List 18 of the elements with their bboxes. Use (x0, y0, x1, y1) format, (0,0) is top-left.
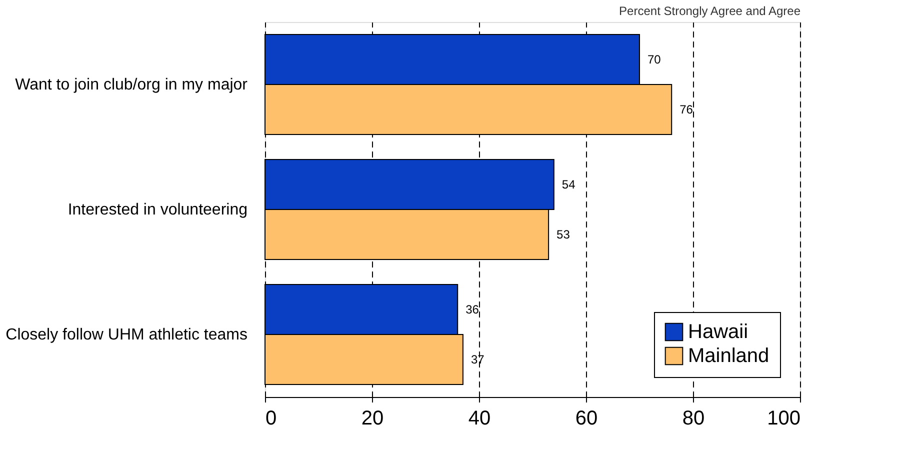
chart-title: Percent Strongly Agree and Agree (619, 4, 801, 18)
x-tick-label: 100 (767, 408, 800, 430)
legend-label: Mainland (688, 345, 770, 367)
legend-label: Hawaii (688, 321, 748, 343)
y-tick-label: Want to join club/org in my major (15, 76, 248, 94)
x-tick-label: 80 (682, 408, 705, 430)
x-tick-label: 0 (266, 408, 277, 430)
data-label: 70 (648, 52, 662, 66)
data-label: 53 (556, 228, 570, 242)
x-tick-label: 60 (575, 408, 598, 430)
y-tick-label: Closely follow UHM athletic teams (6, 326, 248, 344)
data-label: 36 (466, 302, 480, 316)
x-tick-label: 40 (468, 408, 491, 430)
data-label: 37 (470, 352, 485, 366)
data-label: 76 (680, 102, 694, 116)
x-tick-label: 20 (361, 408, 384, 430)
data-label: 54 (562, 178, 576, 192)
y-tick-label: Interested in volunteering (68, 202, 248, 218)
